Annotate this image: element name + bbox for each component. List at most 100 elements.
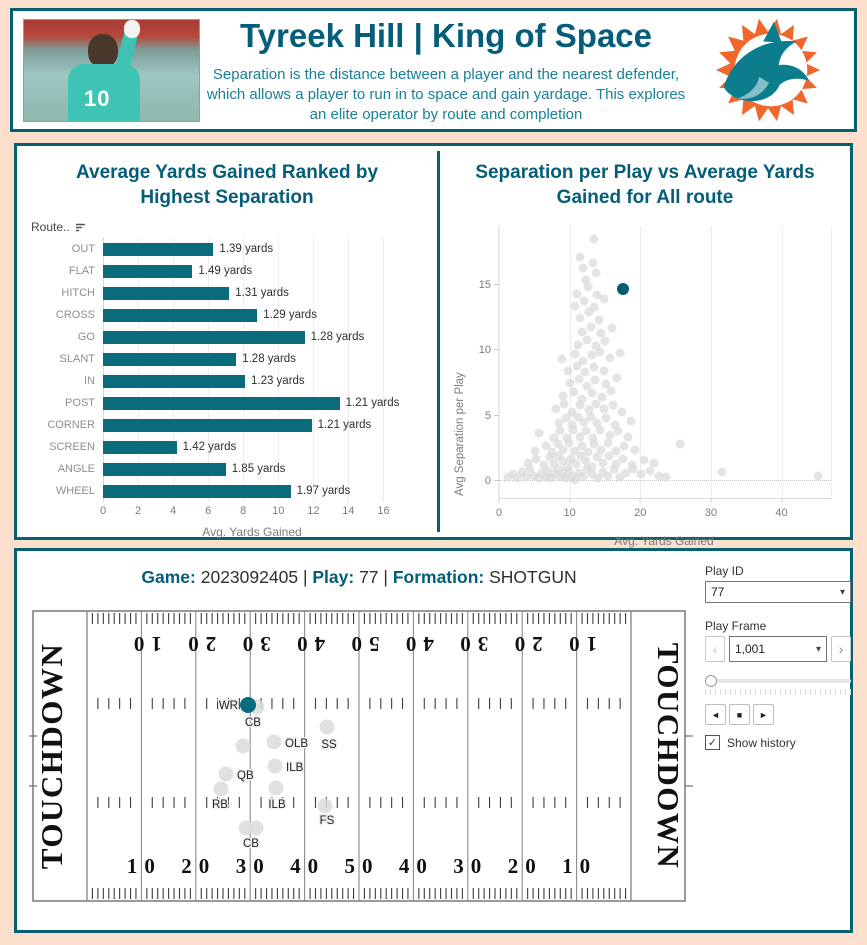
- scatter-point[interactable]: [566, 454, 576, 464]
- frame-next-button[interactable]: ›: [831, 636, 851, 662]
- scatter-point[interactable]: [654, 471, 664, 481]
- defender-dot[interactable]: [218, 766, 234, 782]
- scatter-point[interactable]: [565, 378, 575, 388]
- scatter-point[interactable]: [588, 433, 598, 443]
- scatter-point[interactable]: [612, 373, 622, 383]
- scatter-point[interactable]: [521, 472, 531, 482]
- scatter-point[interactable]: [553, 451, 563, 461]
- defender-dot[interactable]: [267, 758, 283, 774]
- scatter-point[interactable]: [578, 472, 588, 482]
- bar-mark[interactable]: [103, 308, 258, 322]
- play-frame-select[interactable]: 1,001 ▾: [729, 636, 827, 662]
- bar-mark[interactable]: [103, 484, 291, 498]
- scatter-point[interactable]: [575, 400, 585, 410]
- scatter-point[interactable]: [605, 353, 615, 363]
- defender-dot[interactable]: [213, 781, 229, 797]
- scatter-point[interactable]: [627, 460, 637, 470]
- scatter-point[interactable]: [553, 439, 563, 449]
- bar-mark[interactable]: [103, 418, 312, 432]
- scatter-point[interactable]: [517, 467, 527, 477]
- scatter-point[interactable]: [567, 420, 577, 430]
- scatter-point[interactable]: [581, 456, 591, 466]
- stop-button[interactable]: ■: [729, 704, 750, 725]
- scatter-point[interactable]: [587, 469, 597, 479]
- scatter-point[interactable]: [582, 381, 592, 391]
- scatter-point[interactable]: [561, 413, 571, 423]
- scatter-point[interactable]: [611, 446, 621, 456]
- scatter-point[interactable]: [581, 275, 591, 285]
- scatter-point[interactable]: [589, 439, 599, 449]
- scatter-point[interactable]: [613, 426, 623, 436]
- wr-dot[interactable]: [240, 697, 256, 713]
- scatter-point[interactable]: [591, 399, 601, 409]
- scatter-point[interactable]: [593, 473, 603, 483]
- scatter-point[interactable]: [572, 361, 582, 371]
- bar-mark[interactable]: [103, 440, 177, 454]
- scatter-point[interactable]: [584, 307, 594, 317]
- scatter-point[interactable]: [577, 441, 587, 451]
- scatter-point[interactable]: [539, 460, 548, 470]
- scatter-point[interactable]: [583, 282, 593, 292]
- scatter-point[interactable]: [583, 447, 593, 457]
- bar-mark[interactable]: [103, 242, 214, 256]
- scatter-point[interactable]: [577, 394, 587, 404]
- scatter-point[interactable]: [589, 302, 599, 312]
- scatter-point[interactable]: [675, 439, 685, 449]
- frame-slider[interactable]: [705, 674, 851, 687]
- scatter-point[interactable]: [615, 472, 625, 482]
- scatter-point[interactable]: [591, 341, 601, 351]
- scatter-point[interactable]: [570, 301, 580, 311]
- scatter-point[interactable]: [531, 454, 541, 464]
- route-field-label[interactable]: Route..: [31, 220, 437, 234]
- scatter-point[interactable]: [570, 475, 580, 485]
- scatter-point[interactable]: [549, 433, 559, 443]
- scatter-point[interactable]: [534, 473, 544, 483]
- sort-icon[interactable]: [75, 222, 87, 233]
- scatter-point[interactable]: [717, 467, 726, 477]
- scatter-point[interactable]: [599, 404, 609, 414]
- scatter-point[interactable]: [630, 445, 640, 455]
- scatter-point[interactable]: [589, 362, 599, 372]
- scatter-point[interactable]: [546, 473, 556, 483]
- scatter-point[interactable]: [551, 404, 560, 414]
- scatter-point[interactable]: [591, 268, 601, 278]
- scatter-point[interactable]: [582, 335, 592, 345]
- defender-dot[interactable]: [268, 780, 284, 796]
- scatter-point[interactable]: [558, 468, 568, 478]
- scatter-point[interactable]: [611, 459, 621, 469]
- bar-mark[interactable]: [103, 396, 340, 410]
- slider-track[interactable]: [705, 679, 851, 683]
- scatter-point[interactable]: [581, 426, 591, 436]
- scatter-point[interactable]: [599, 294, 609, 304]
- scatter-point[interactable]: [555, 426, 565, 436]
- scatter-point[interactable]: [813, 471, 823, 481]
- show-history-checkbox[interactable]: ✓: [705, 735, 720, 750]
- scatter-point[interactable]: [645, 466, 655, 476]
- scatter-point[interactable]: [545, 452, 555, 462]
- scatter-point[interactable]: [584, 405, 594, 415]
- scatter-point[interactable]: [597, 392, 607, 402]
- scatter-point[interactable]: [587, 462, 597, 472]
- play-backward-button[interactable]: ◄: [705, 704, 726, 725]
- defender-dot[interactable]: [235, 738, 251, 754]
- scatter-highlight-point[interactable]: [617, 282, 630, 295]
- scatter-point[interactable]: [595, 347, 605, 357]
- scatter-point[interactable]: [523, 458, 533, 468]
- scatter-point[interactable]: [596, 328, 606, 338]
- scatter-point[interactable]: [592, 290, 602, 300]
- scatter-point[interactable]: [557, 354, 567, 364]
- scatter-point[interactable]: [559, 399, 569, 409]
- scatter-point[interactable]: [603, 438, 613, 448]
- scatter-point[interactable]: [543, 466, 553, 476]
- scatter-point[interactable]: [562, 433, 572, 443]
- frame-prev-button[interactable]: ‹: [705, 636, 725, 662]
- scatter-point[interactable]: [639, 455, 649, 465]
- scatter-point[interactable]: [562, 462, 572, 472]
- scatter-point[interactable]: [574, 374, 584, 384]
- scatter-point[interactable]: [586, 322, 596, 332]
- scatter-point[interactable]: [561, 473, 571, 483]
- scatter-point[interactable]: [578, 263, 588, 273]
- scatter-point[interactable]: [575, 313, 585, 323]
- defender-dot[interactable]: [266, 734, 282, 750]
- scatter-point[interactable]: [606, 386, 616, 396]
